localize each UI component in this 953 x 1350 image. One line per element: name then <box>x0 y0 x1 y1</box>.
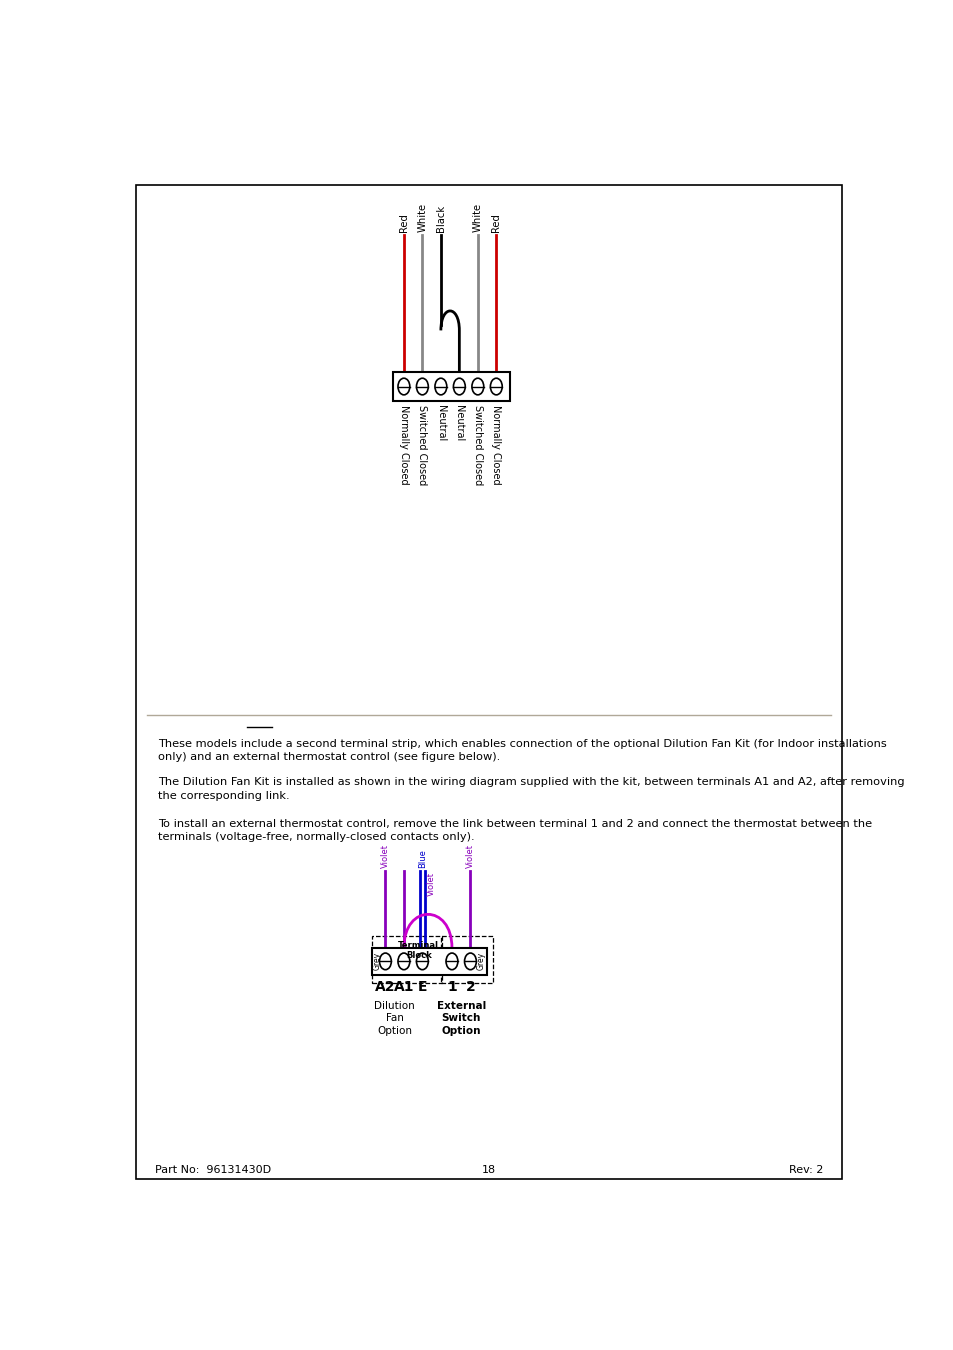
Text: Grey: Grey <box>373 952 381 971</box>
Circle shape <box>464 953 476 969</box>
Bar <box>440 937 492 983</box>
Text: External
Switch
Option: External Switch Option <box>436 1000 485 1035</box>
Text: Black: Black <box>436 204 445 232</box>
Circle shape <box>416 953 428 969</box>
Circle shape <box>397 953 410 969</box>
Text: Neutral: Neutral <box>454 405 464 441</box>
Text: Red: Red <box>398 213 409 232</box>
Text: The Dilution Fan Kit is installed as shown in the wiring diagram supplied with t: The Dilution Fan Kit is installed as sho… <box>158 778 904 801</box>
Text: A2: A2 <box>375 980 395 994</box>
Circle shape <box>435 378 446 394</box>
Text: Neutral: Neutral <box>436 405 445 441</box>
Circle shape <box>472 378 483 394</box>
Text: Violet: Violet <box>465 844 475 868</box>
Text: Switched Closed: Switched Closed <box>473 405 482 486</box>
Text: Rev: 2: Rev: 2 <box>788 1165 822 1176</box>
Text: Part No:  96131430D: Part No: 96131430D <box>154 1165 271 1176</box>
Text: Blue: Blue <box>417 849 426 868</box>
Text: White: White <box>417 202 427 232</box>
Text: To install an external thermostat control, remove the link between terminal 1 an: To install an external thermostat contro… <box>158 819 872 842</box>
Circle shape <box>416 378 428 394</box>
Text: These models include a second terminal strip, which enables connection of the op: These models include a second terminal s… <box>158 738 886 763</box>
Text: E: E <box>417 980 427 994</box>
Text: 2: 2 <box>465 980 475 994</box>
Text: 18: 18 <box>481 1165 496 1176</box>
Text: Violet: Violet <box>427 872 436 896</box>
Text: Violet: Violet <box>380 844 390 868</box>
Circle shape <box>397 378 410 394</box>
Text: Red: Red <box>491 213 500 232</box>
Text: Terminal
Block: Terminal Block <box>397 941 438 960</box>
Circle shape <box>453 378 465 394</box>
Bar <box>372 948 486 975</box>
Text: A1: A1 <box>394 980 414 994</box>
Circle shape <box>446 953 457 969</box>
Bar <box>372 937 442 983</box>
Text: Dilution
Fan
Option: Dilution Fan Option <box>374 1000 415 1035</box>
Bar <box>393 373 509 401</box>
Circle shape <box>490 378 501 394</box>
Text: Normally Closed: Normally Closed <box>398 405 409 485</box>
Text: White: White <box>473 202 482 232</box>
Text: Grey: Grey <box>476 952 485 971</box>
Circle shape <box>379 953 391 969</box>
Text: Normally Closed: Normally Closed <box>491 405 500 485</box>
Text: 1: 1 <box>447 980 456 994</box>
Text: Switched Closed: Switched Closed <box>417 405 427 486</box>
